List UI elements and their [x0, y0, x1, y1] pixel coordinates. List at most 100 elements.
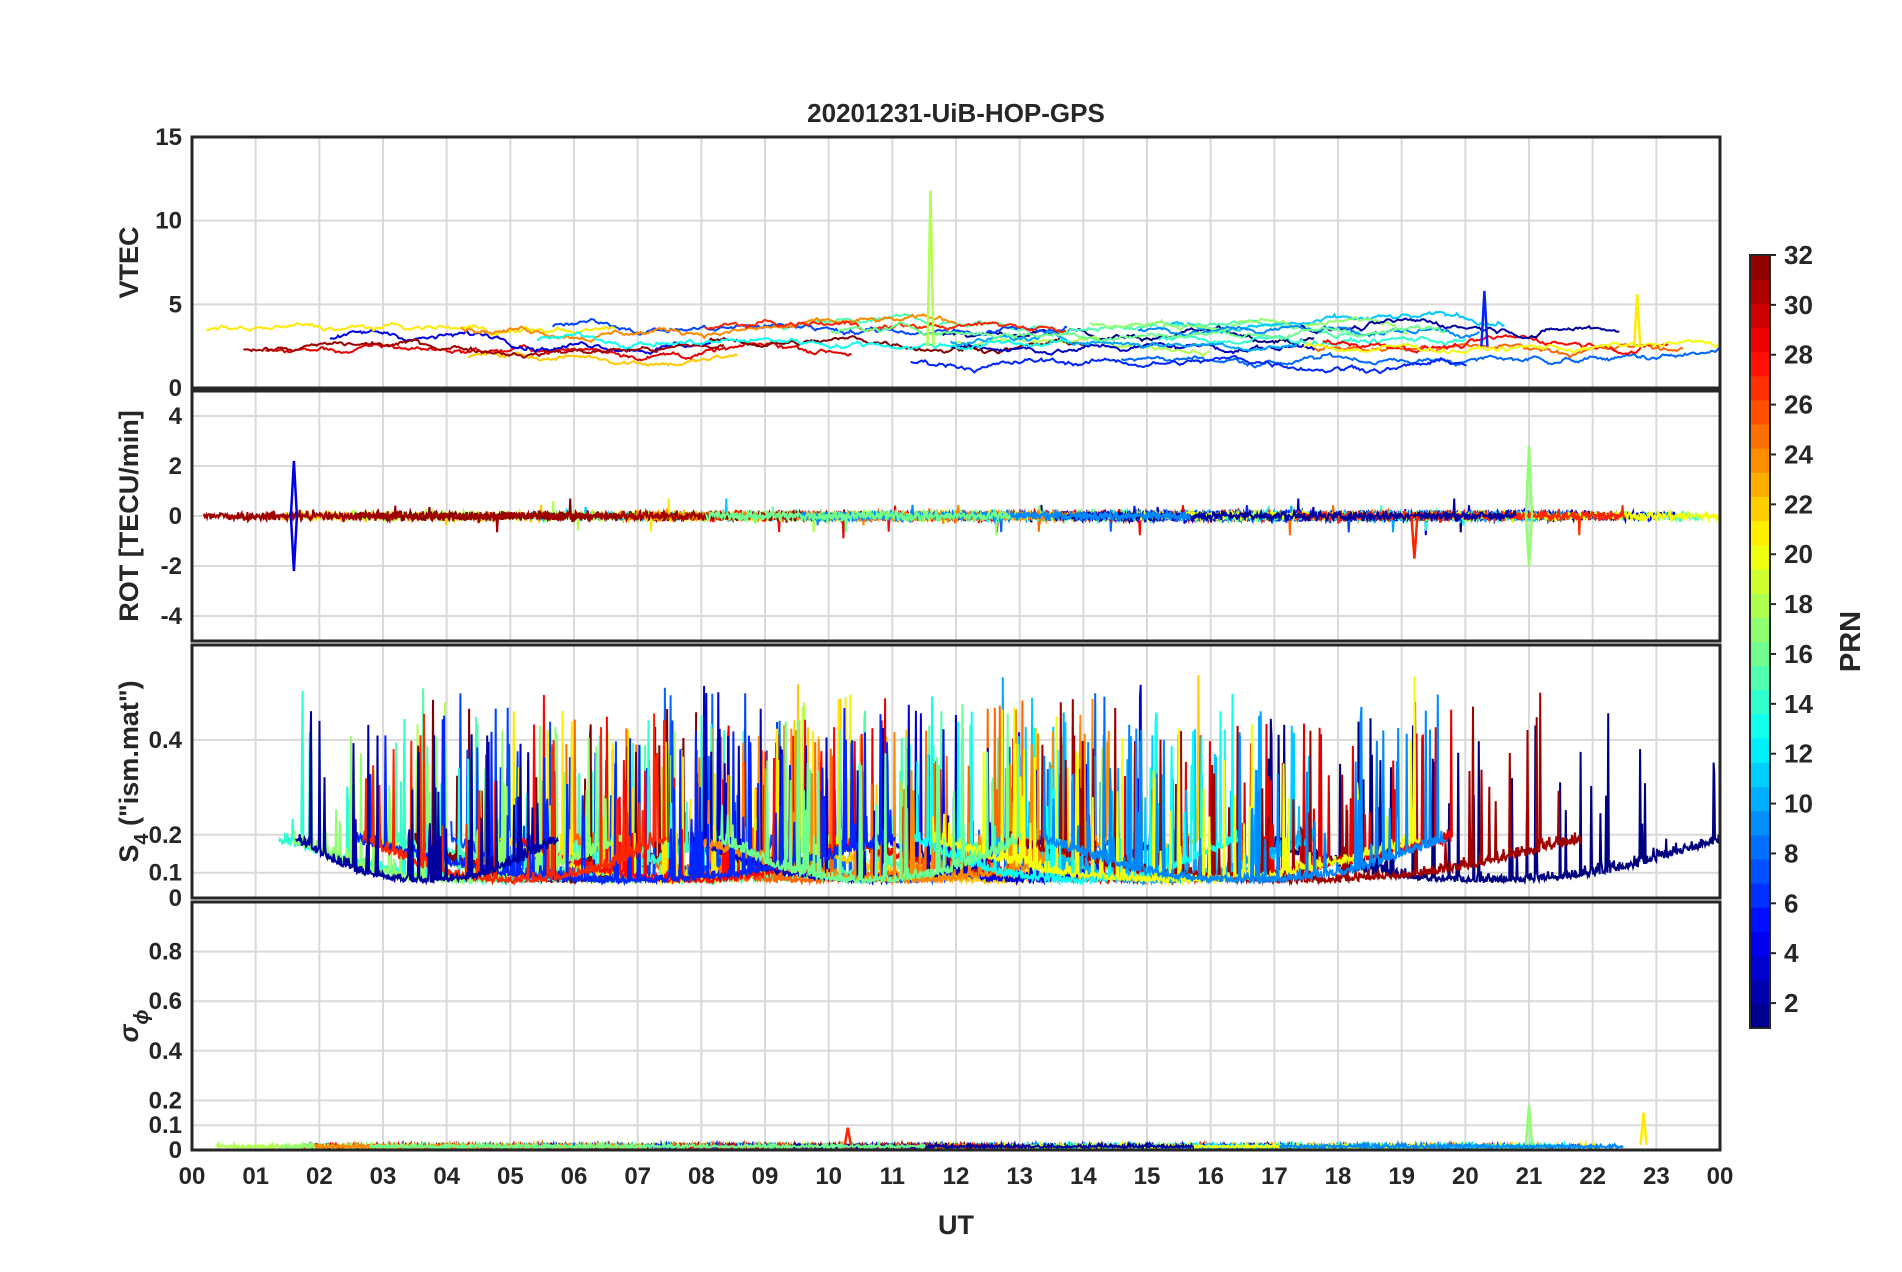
colorbar-band — [1750, 399, 1770, 425]
x-tick-label: 15 — [1134, 1163, 1161, 1190]
colorbar-band — [1750, 520, 1770, 546]
colorbar-band — [1750, 544, 1770, 570]
y-tick-label: 0.4 — [149, 727, 183, 754]
colorbar-band — [1750, 955, 1770, 981]
colorbar-tick-label: 22 — [1784, 489, 1813, 519]
y-tick-label: -4 — [161, 603, 183, 630]
prn-series-line — [1089, 316, 1408, 335]
prn-series-line — [264, 341, 852, 362]
x-tick-label: 23 — [1643, 1163, 1670, 1190]
x-axis-label: UT — [938, 1210, 974, 1240]
annotation-spike — [1524, 445, 1534, 517]
prn-series-line — [949, 330, 1298, 353]
prn-series-line — [1300, 317, 1620, 340]
colorbar-tick-label: 2 — [1784, 988, 1798, 1018]
prn-series-line — [202, 505, 803, 533]
colorbar-band — [1750, 907, 1770, 932]
x-tick-label: 00 — [1707, 1163, 1734, 1190]
colorbar-band — [1750, 327, 1770, 353]
colorbar-tick-label: 14 — [1784, 689, 1813, 719]
prn-series-line — [206, 321, 616, 336]
y-axis-label: ROT [TECU/min] — [114, 410, 144, 621]
prn-series-line — [537, 331, 1071, 351]
x-tick-label: 13 — [1006, 1163, 1033, 1190]
colorbar-band — [1750, 883, 1770, 908]
panel-frame — [190, 900, 1722, 1152]
annotation-peak — [843, 1127, 853, 1146]
colorbar-band — [1750, 303, 1770, 328]
colorbar-band — [1750, 738, 1770, 763]
x-tick-label: 02 — [306, 1163, 333, 1190]
y-tick-label: 0.1 — [149, 1112, 182, 1139]
annotation-peak — [1524, 1105, 1534, 1146]
prn-series-line — [1137, 324, 1480, 339]
y-tick-label: 0 — [169, 375, 182, 402]
colorbar-tick-label: 8 — [1784, 838, 1798, 868]
colorbar-tick-label: 16 — [1784, 639, 1813, 669]
colorbar-band — [1750, 786, 1770, 812]
colorbar-band — [1750, 617, 1770, 642]
y-tick-label: 0 — [169, 885, 182, 912]
prn-series-line — [931, 676, 1421, 887]
panel-frame — [190, 643, 1722, 900]
x-tick-label: 18 — [1325, 1163, 1352, 1190]
x-tick-label: 21 — [1516, 1163, 1543, 1190]
colorbar-frame — [1749, 254, 1771, 1029]
colorbar-band — [1750, 424, 1770, 449]
x-tick-label: 22 — [1579, 1163, 1606, 1190]
colorbar-band — [1750, 593, 1770, 618]
y-tick-label: 0.8 — [149, 939, 182, 966]
y-axis-label: σϕ — [114, 1009, 153, 1042]
series-group — [202, 445, 1720, 572]
y-tick-label: 4 — [169, 403, 183, 430]
prn-series-line — [705, 506, 1011, 533]
prn-series-line — [1322, 334, 1669, 356]
y-tick-label: -2 — [161, 553, 182, 580]
colorbar-band — [1750, 858, 1770, 884]
prn-series-line — [1053, 498, 1517, 525]
colorbar-band — [1750, 1003, 1770, 1029]
prn-series-line — [295, 711, 559, 886]
colorbar-tick-label: 6 — [1784, 888, 1798, 918]
colorbar-band — [1750, 496, 1770, 522]
panel-vtec: 0 5 10 15 VTEC — [114, 124, 1722, 402]
y-tick-label: 10 — [155, 208, 182, 235]
x-tick-label: 01 — [242, 1163, 269, 1190]
grid-lines — [191, 391, 1721, 641]
prn-series-line — [369, 1139, 927, 1150]
panel-sigma_phi: 00.10.2 0.4 0.6 0.8 σϕ — [114, 900, 1722, 1164]
panel-s4: 00.1 0.2 0.4S4 ("ism.mat") — [114, 643, 1722, 912]
panel-rot: -4 -2 0 2 4 ROT [TECU/min] — [114, 389, 1722, 643]
annotation-spike — [1410, 515, 1419, 559]
x-tick-label: 05 — [497, 1163, 524, 1190]
colorbar-tick-label: 18 — [1784, 589, 1813, 619]
x-tick-label: 19 — [1388, 1163, 1415, 1190]
colorbar-tick-label: 24 — [1784, 439, 1813, 469]
prn-series-line — [1303, 338, 1720, 355]
y-tick-label: 0.2 — [149, 1087, 182, 1114]
prn-series-line — [329, 328, 712, 356]
x-tick-label: 00 — [179, 1163, 206, 1190]
annotation-peak — [1639, 1112, 1648, 1146]
colorbar-band — [1750, 472, 1770, 498]
colorbar-band — [1750, 255, 1770, 280]
colorbar-band — [1750, 448, 1770, 473]
y-axis-label: VTEC — [114, 226, 144, 298]
x-tick-label: 07 — [624, 1163, 651, 1190]
x-tick-label: 17 — [1261, 1163, 1288, 1190]
x-tick-label: 06 — [561, 1163, 588, 1190]
y-tick-label: 0 — [169, 503, 182, 530]
prn-series-line — [718, 704, 1023, 885]
x-tick-label: 10 — [815, 1163, 842, 1190]
colorbar-band — [1750, 569, 1770, 594]
colorbar-band — [1750, 762, 1770, 787]
y-tick-label: 0.6 — [149, 988, 182, 1015]
x-tick-label: 08 — [688, 1163, 715, 1190]
annotation-spike — [926, 190, 935, 347]
colorbar-label: PRN — [1835, 611, 1867, 672]
colorbar-band — [1750, 375, 1770, 401]
x-tick-label: 12 — [943, 1163, 970, 1190]
grid-lines — [191, 902, 1721, 1151]
